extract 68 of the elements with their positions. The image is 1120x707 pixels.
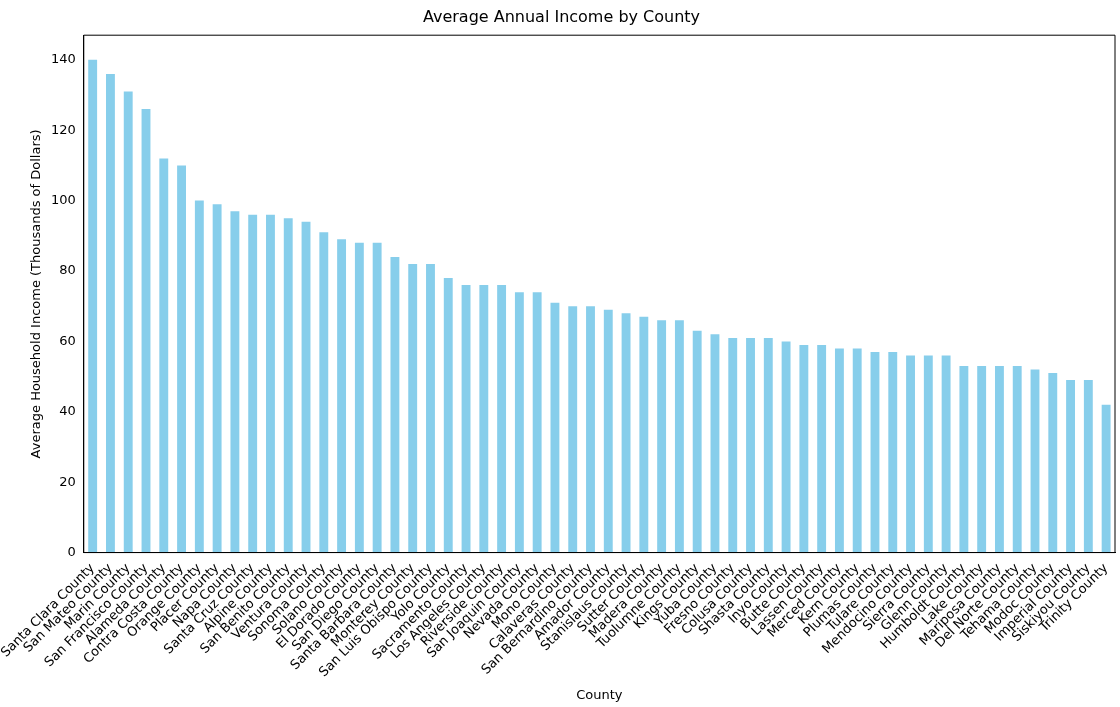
bar [514, 292, 524, 553]
bar [248, 214, 258, 553]
y-tick-label: 20 [59, 473, 76, 489]
y-tick-label: 80 [59, 262, 76, 278]
bar [354, 242, 364, 553]
bar [443, 278, 453, 553]
bar [141, 109, 151, 553]
bar [283, 218, 293, 553]
bar [408, 263, 418, 553]
chart-title: Average Annual Income by County [422, 6, 701, 26]
bar [834, 348, 844, 553]
bar [586, 306, 595, 553]
bar [301, 221, 311, 553]
bar [657, 320, 667, 553]
bar [568, 306, 578, 553]
bar [230, 211, 240, 553]
bar [763, 337, 773, 553]
y-axis-title: Average Household Income (Thousands of Dollars) [27, 129, 43, 459]
y-tick-label: 40 [59, 403, 76, 419]
bar [817, 344, 827, 553]
bar [390, 256, 400, 553]
bar [941, 355, 951, 553]
bar [746, 337, 755, 553]
bar [781, 341, 791, 553]
y-tick-label: 120 [50, 121, 76, 137]
bar [1048, 373, 1058, 553]
y-tick-label: 140 [50, 51, 76, 67]
y-tick-label: 100 [50, 191, 76, 207]
bar [728, 337, 738, 553]
bar [1101, 404, 1111, 553]
bar [319, 232, 329, 553]
bar [923, 355, 933, 553]
bar [977, 366, 987, 553]
x-axis-title: County [576, 686, 623, 702]
bar [212, 204, 222, 553]
bar [550, 302, 560, 553]
bar [621, 313, 631, 553]
bar [532, 292, 542, 553]
bar [852, 348, 862, 553]
bar [177, 165, 187, 553]
bar [710, 334, 720, 553]
bar [994, 366, 1004, 553]
bar [337, 239, 347, 553]
bar [497, 285, 507, 553]
bar [461, 285, 471, 553]
y-tick-label: 0 [67, 543, 76, 559]
bar [692, 330, 702, 553]
bar [603, 309, 613, 553]
bar [1012, 366, 1022, 553]
bar [799, 344, 809, 553]
bar [888, 351, 898, 553]
bar [674, 320, 684, 553]
bar [159, 158, 169, 553]
bar [194, 200, 204, 553]
bar [1083, 380, 1093, 553]
bar [1066, 380, 1075, 553]
bar [266, 214, 275, 553]
bar [959, 366, 969, 553]
bar [639, 316, 649, 553]
bar [906, 355, 915, 553]
bar [123, 91, 133, 553]
bar [88, 59, 98, 553]
bar [479, 285, 489, 553]
bar [870, 351, 880, 553]
bar [426, 263, 435, 553]
y-tick-label: 60 [59, 332, 76, 348]
bar [106, 73, 115, 553]
bar [372, 242, 382, 553]
